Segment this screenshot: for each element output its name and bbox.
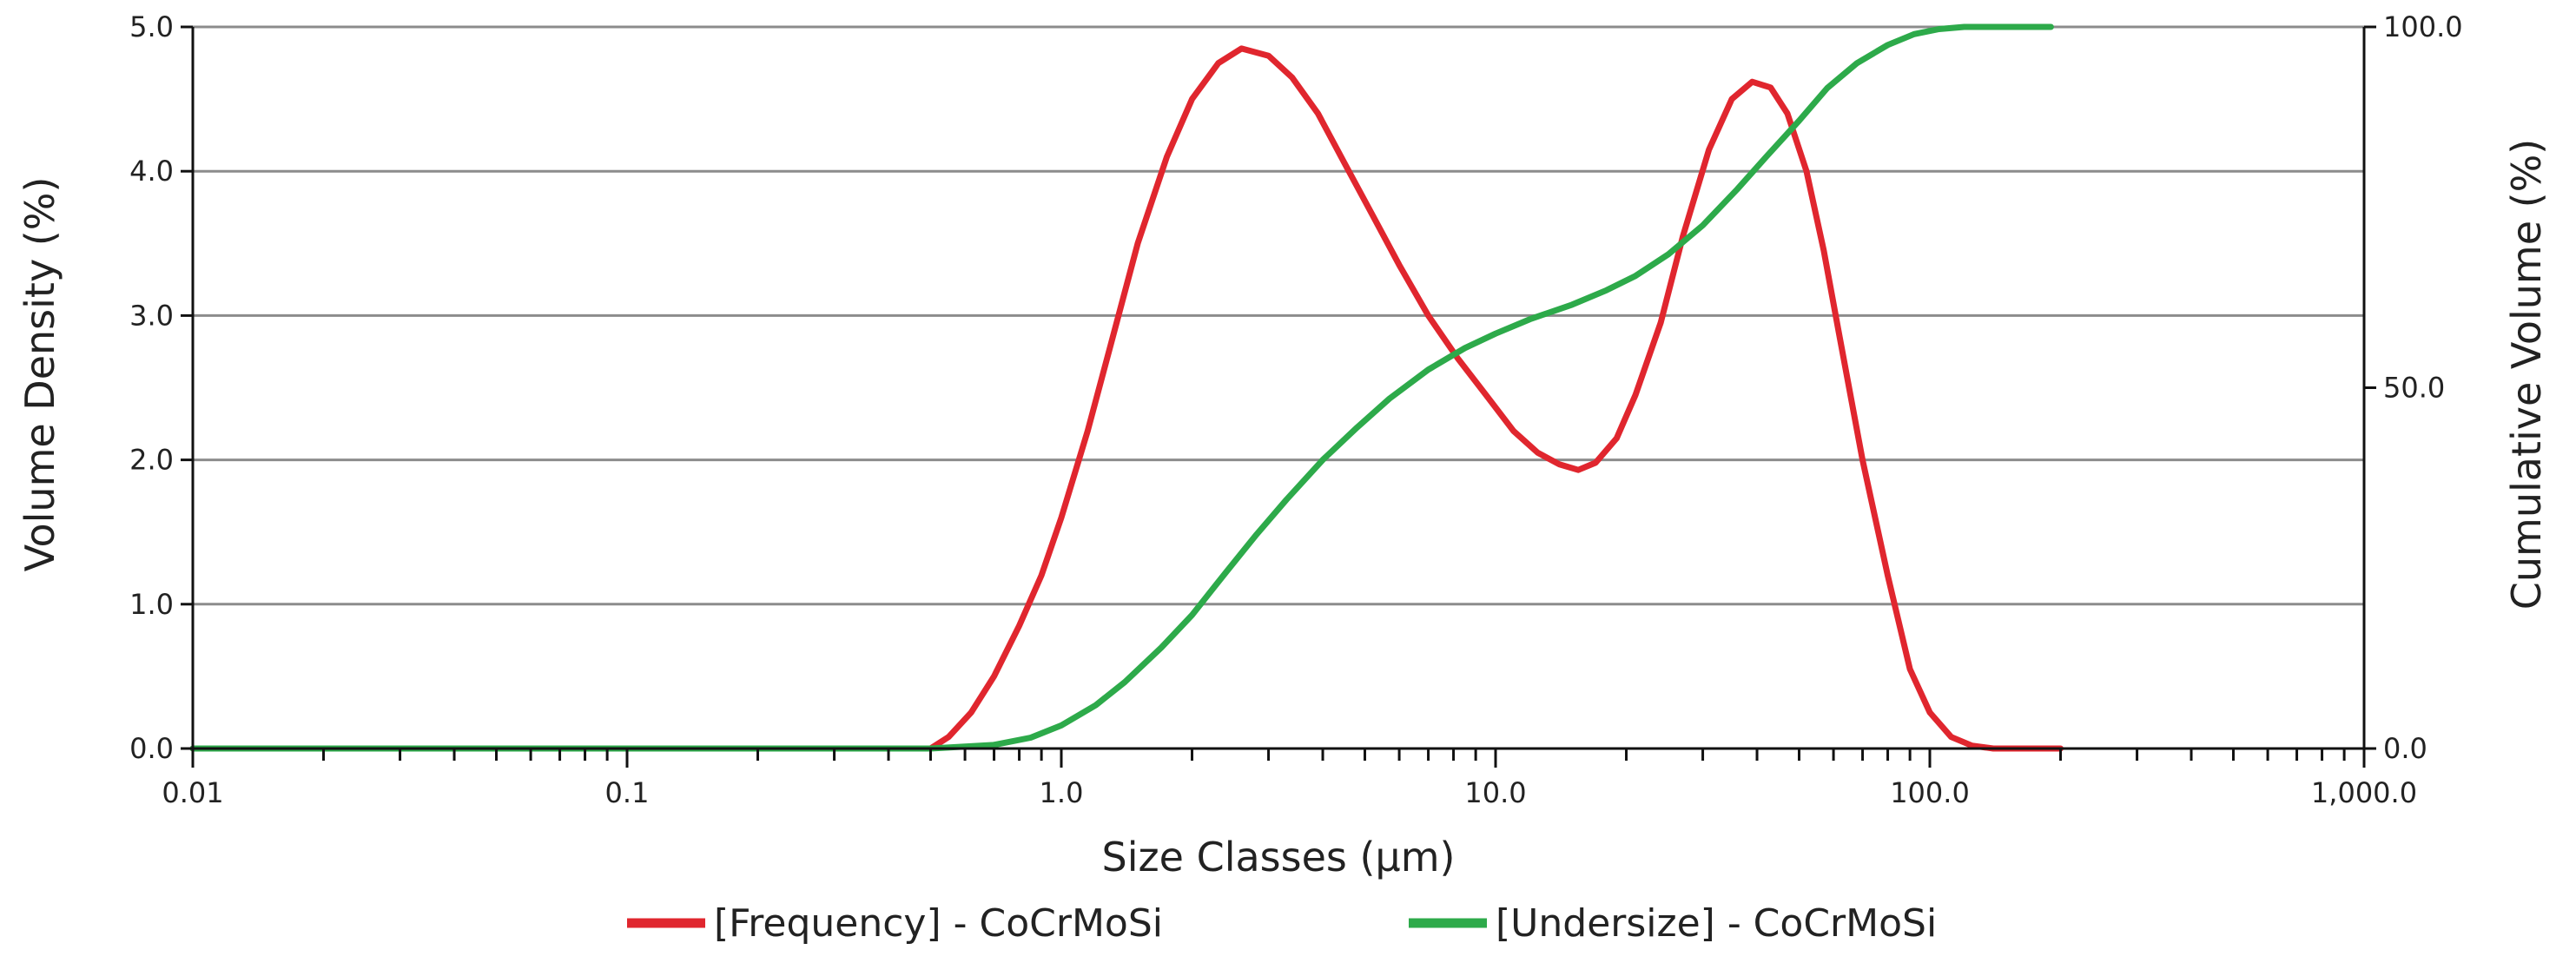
- ticks: [181, 25, 2376, 768]
- y-right-tick-label: 100.0: [2383, 10, 2463, 43]
- y-left-tick-label: 5.0: [129, 10, 174, 43]
- y-right-tick-label: 0.0: [2383, 732, 2427, 765]
- y-axis-left-title: Volume Density (%): [17, 177, 63, 572]
- gridlines: [193, 25, 2364, 606]
- x-tick-label: 100.0: [1890, 776, 1970, 809]
- y-left-tick-label: 1.0: [129, 588, 174, 621]
- series-layer: [189, 23, 2064, 752]
- legend-label-undersize: [Undersize] - CoCrMoSi: [1496, 901, 1937, 946]
- x-axis-title: Size Classes (μm): [1102, 834, 1456, 881]
- x-tick-label: 1.0: [1040, 776, 1084, 809]
- y-left-tick-label: 0.0: [129, 732, 174, 765]
- series-line-frequency: [189, 45, 2064, 752]
- legend-label-frequency: [Frequency] - CoCrMoSi: [714, 901, 1163, 946]
- tick-labels: 0.01 0.1 1.0 10.0 100.0 1,000.0 0.0 1.0 2.0 3.0 4.…: [129, 10, 2463, 809]
- series-line-undersize: [189, 23, 2054, 752]
- x-tick-label: 0.1: [605, 776, 650, 809]
- x-tick-label: 0.01: [162, 776, 223, 809]
- y-left-tick-label: 3.0: [129, 299, 174, 332]
- axes: [191, 27, 2366, 750]
- y-left-tick-label: 4.0: [129, 155, 174, 188]
- y-axis-right-title: Cumulative Volume (%): [2503, 139, 2550, 610]
- x-tick-label: 1,000.0: [2311, 776, 2417, 809]
- legend: [Frequency] - CoCrMoSi [Undersize] - CoC…: [627, 901, 1937, 946]
- y-right-tick-label: 50.0: [2383, 372, 2445, 405]
- x-tick-label: 10.0: [1464, 776, 1526, 809]
- y-left-tick-label: 2.0: [129, 444, 174, 477]
